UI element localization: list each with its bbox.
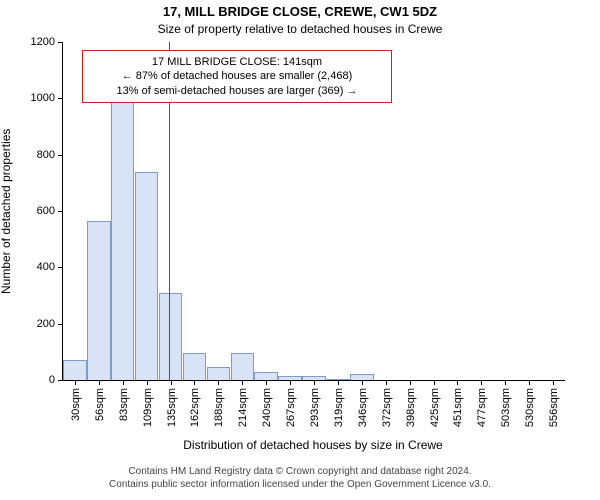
x-tick: 240sqm	[259, 380, 273, 427]
x-tick: 425sqm	[427, 380, 441, 427]
x-tick: 530sqm	[522, 380, 536, 427]
chart-title: 17, MILL BRIDGE CLOSE, CREWE, CW1 5DZ	[0, 4, 600, 19]
x-tick: 477sqm	[474, 380, 488, 427]
y-tick: 0	[49, 374, 63, 386]
y-tick: 1000	[31, 92, 63, 104]
histogram-bar	[111, 91, 134, 380]
x-tick: 398sqm	[403, 380, 417, 427]
x-tick: 372sqm	[379, 380, 393, 427]
y-tick: 400	[37, 261, 63, 273]
footer-text: Contains HM Land Registry data © Crown c…	[0, 466, 600, 491]
y-axis-label: Number of detached properties	[0, 128, 13, 293]
y-tick: 1200	[31, 36, 63, 48]
chart-container: 17, MILL BRIDGE CLOSE, CREWE, CW1 5DZ Si…	[0, 0, 600, 500]
x-tick: 293sqm	[307, 380, 321, 427]
chart-subtitle: Size of property relative to detached ho…	[0, 22, 600, 36]
x-tick: 83sqm	[116, 380, 130, 421]
x-tick: 319sqm	[331, 380, 345, 427]
annotation-line: ← 87% of detached houses are smaller (2,…	[91, 69, 383, 83]
histogram-bar	[135, 172, 158, 380]
y-tick: 800	[37, 149, 63, 161]
footer-line2: Contains public sector information licen…	[109, 479, 491, 490]
x-tick: 346sqm	[355, 380, 369, 427]
x-tick: 503sqm	[498, 380, 512, 427]
x-tick: 214sqm	[235, 380, 249, 427]
y-tick: 600	[37, 205, 63, 217]
x-tick: 267sqm	[283, 380, 297, 427]
histogram-bar	[207, 367, 230, 380]
x-tick: 56sqm	[92, 380, 106, 421]
x-tick: 109sqm	[140, 380, 154, 427]
x-tick: 135sqm	[164, 380, 178, 427]
y-tick: 200	[37, 318, 63, 330]
annotation-box: 17 MILL BRIDGE CLOSE: 141sqm← 87% of det…	[82, 50, 392, 103]
footer-line1: Contains HM Land Registry data © Crown c…	[128, 466, 471, 477]
x-tick: 188sqm	[211, 380, 225, 427]
x-axis-label: Distribution of detached houses by size …	[62, 438, 564, 452]
x-tick: 451sqm	[450, 380, 464, 427]
histogram-bar	[254, 372, 277, 380]
x-tick: 30sqm	[68, 380, 82, 421]
histogram-bar	[87, 221, 110, 380]
annotation-line: 17 MILL BRIDGE CLOSE: 141sqm	[91, 55, 383, 69]
histogram-bar	[183, 353, 206, 380]
x-tick: 556sqm	[546, 380, 560, 427]
x-tick: 162sqm	[187, 380, 201, 427]
histogram-bar	[231, 353, 254, 380]
histogram-bar	[159, 293, 182, 380]
annotation-line: 13% of semi-detached houses are larger (…	[91, 84, 383, 98]
histogram-bar	[63, 360, 86, 380]
